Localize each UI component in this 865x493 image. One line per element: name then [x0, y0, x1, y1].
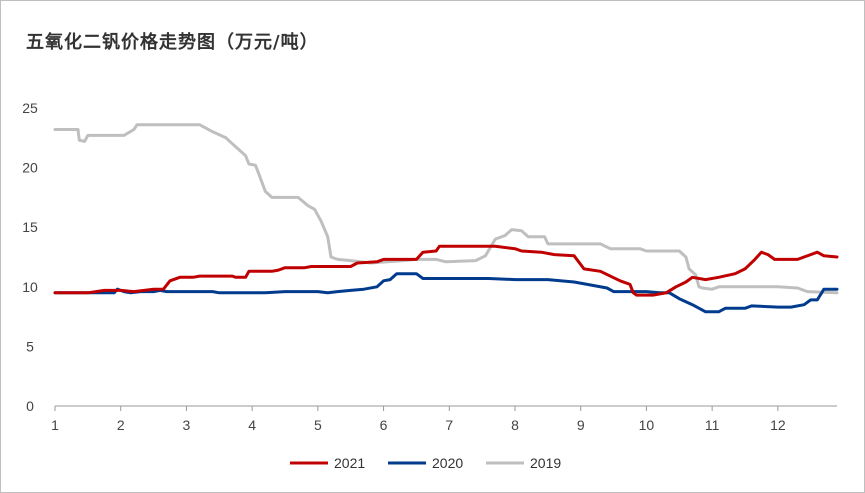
legend-label-2020: 2020	[432, 455, 463, 471]
series-line-2021	[53, 244, 839, 297]
x-tick-label: 12	[770, 417, 786, 433]
y-tick-label: 20	[22, 160, 38, 176]
legend-label-2019: 2019	[530, 455, 561, 471]
x-tick-label: 7	[445, 417, 453, 433]
x-tick-label: 6	[380, 417, 388, 433]
y-tick-label: 0	[26, 398, 34, 414]
legend-label-2021: 2021	[334, 455, 365, 471]
x-tick-label: 5	[314, 417, 322, 433]
x-tick-label: 11	[705, 417, 720, 433]
x-tick-label: 9	[577, 417, 585, 433]
y-tick-label: 25	[22, 100, 38, 116]
x-tick-label: 3	[183, 417, 191, 433]
series-line-2020	[53, 272, 839, 314]
x-tick-label: 4	[248, 417, 256, 433]
y-tick-label: 15	[22, 219, 38, 235]
x-tick-label: 8	[511, 417, 519, 433]
x-tick-label: 1	[51, 417, 59, 433]
y-tick-label: 10	[22, 279, 38, 295]
series-layer	[53, 123, 839, 314]
x-tick-label: 2	[117, 417, 125, 433]
x-tick-label: 10	[639, 417, 655, 433]
chart-title: 五氧化二钒价格走势图（万元/吨）	[26, 32, 319, 53]
series-line-2019	[53, 123, 839, 295]
y-tick-label: 5	[26, 338, 34, 354]
legend: 2021 2020 2019	[290, 455, 561, 471]
